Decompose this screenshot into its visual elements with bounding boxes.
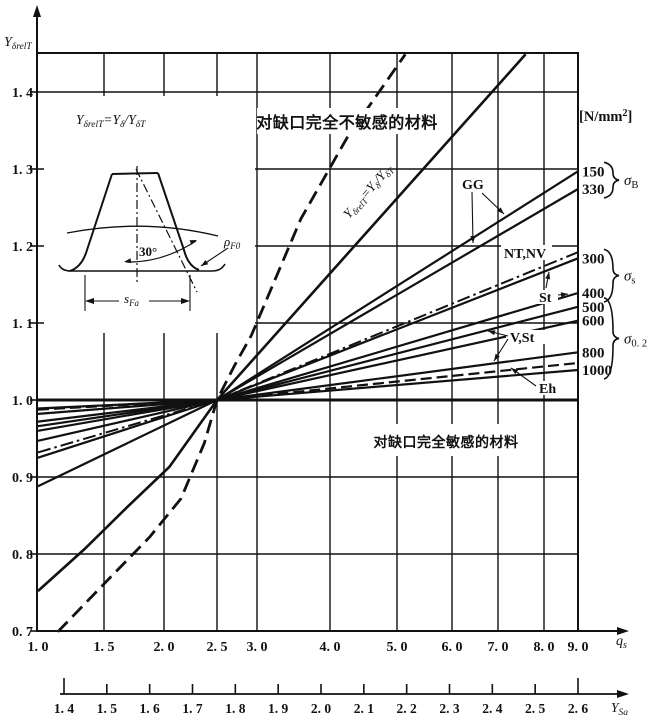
x-tick-label: 7. 0 [488,640,509,655]
x-tick-label: 1. 0 [28,640,49,655]
ysa-axis-title: YSa [611,700,628,718]
ysa-tick-label: 1. 9 [268,701,289,716]
series-Eh [37,361,579,411]
ysa-tick-label: 2. 6 [568,701,589,716]
angle-arc [125,240,197,263]
plot-frame [36,52,579,632]
value-label-150: 150 [582,164,605,180]
value-group-brace [603,297,620,380]
sigma-s-label: σs [624,269,636,287]
ysa-axis: 1. 4 1. 5 1. 6 1. 7 1. 8 1. 9 2. 0 2. 1 2. 2 2. 3… [54,678,629,716]
sfa-label-bg [119,291,149,304]
series-NT-NV [37,251,579,454]
value-label-330: 330 [582,182,605,198]
material-label-GG: GG [462,178,484,193]
material-label-VSt: V,St [510,331,535,346]
material-label-Eh: Eh [539,382,556,397]
y-axis-title: YδrelT [4,35,32,52]
ysa-tick-label: 1. 8 [225,701,246,716]
y-tick-label: 1. 3 [12,163,33,178]
x-axis: 1. 0 1. 5 2. 0 2. 5 3. 0 4. 0 5. 0 6. 0 7. 0 8. 0… [28,627,629,655]
x-tick-label: 1. 5 [94,640,115,655]
root-circle-arc [66,225,219,237]
inset-background [44,96,255,333]
ysa-tick-label: 2. 5 [525,701,546,716]
x-tick-label: 4. 0 [320,640,341,655]
value-label-300: 300 [582,251,605,267]
unit-label: [N/mm2] [579,108,632,125]
series-VSt-600 [37,319,579,423]
ysa-tick-label: 2. 3 [439,701,460,716]
root-line [58,263,226,272]
y-tick-label: 1. 2 [12,240,33,255]
y-tick-label: 1. 4 [12,86,33,101]
ysa-tick-label: 1. 7 [182,701,203,716]
value-label-1000: 1000 [582,363,612,379]
y-tick-label: 1. 1 [12,317,33,332]
ysa-tick-label: 1. 4 [54,701,75,716]
tooth-profile-inset [58,166,226,293]
material-label-St: St [539,291,552,306]
x-tick-label: 2. 5 [207,640,228,655]
ysa-tick-label: 2. 4 [482,701,503,716]
value-label-800: 800 [582,345,605,361]
y-tick-label: 0. 9 [12,471,33,486]
x-tick-label: 2. 0 [154,640,175,655]
x-tick-label: 6. 0 [442,640,463,655]
value-label-600: 600 [582,314,605,330]
value-label-500: 500 [582,300,605,316]
x-axis-title: qs [616,634,627,651]
ysa-tick-label: 1. 6 [140,701,161,716]
series-lines [37,53,579,633]
ysa-tick-label: 2. 0 [311,701,332,716]
insensitive-label-bg [257,108,439,134]
value-group-brace [603,248,620,303]
value-label-400: 400 [582,286,605,302]
ysa-tick-label: 1. 5 [97,701,118,716]
y-tick-label: 0. 7 [12,625,33,640]
y-tick-label: 0. 8 [12,548,33,563]
x-tick-label: 5. 0 [387,640,408,655]
value-group-brace [603,161,620,199]
series-boundary-insensitive [37,53,527,592]
x-tick-label: 9. 0 [568,640,589,655]
tangent-centerline [135,168,198,293]
sensitive-label-background [368,424,524,456]
angle-label: 30° [139,244,157,259]
y-axis: 0. 7 0. 8 0. 9 1. 0 1. 1 1. 2 1. 3 1. 4 [12,5,41,640]
sigma-B-label: σB [624,173,638,191]
y-tick-label: 1. 0 [12,394,33,409]
ysa-tick-label: 2. 2 [397,701,418,716]
sensitive-material-label: 对缺口完全敏感的材料 [374,434,519,451]
ysa-tick-label: 2. 1 [354,701,375,716]
x-tick-label: 3. 0 [247,640,268,655]
x-tick-label: 8. 0 [534,640,555,655]
insensitive-material-label: 对缺口完全不敏感的材料 [256,113,438,132]
material-label-NTNV: NT,NV [504,247,546,262]
sigma-02-label: σ0. 2 [624,331,647,349]
